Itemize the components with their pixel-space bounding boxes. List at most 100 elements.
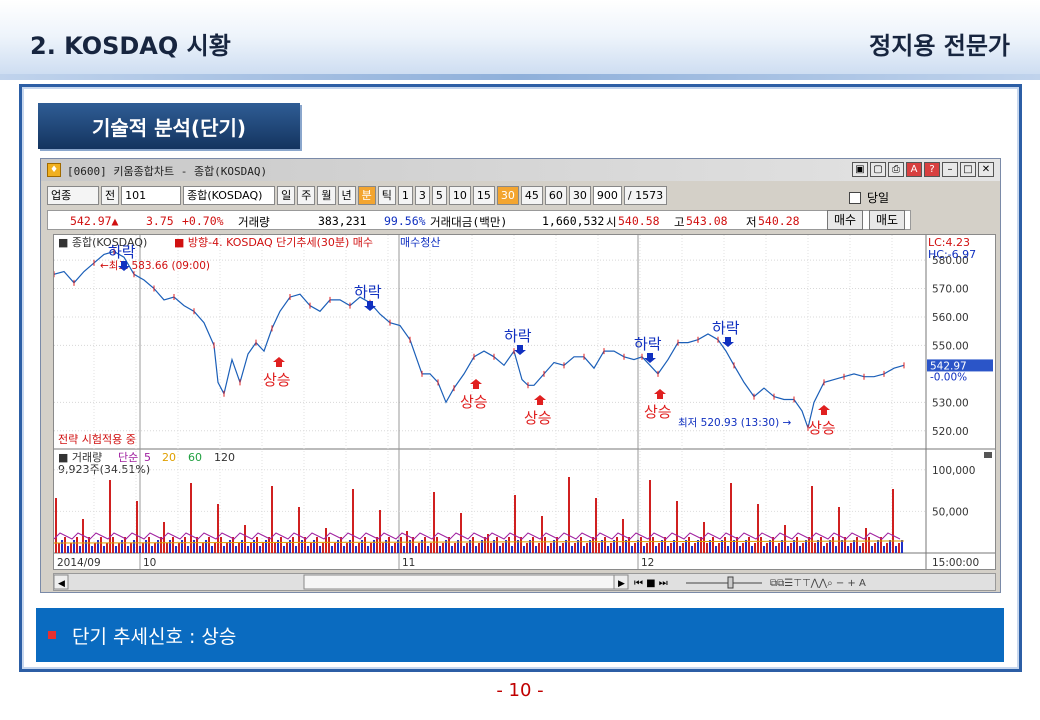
time-label: 15:00:00 xyxy=(932,557,979,569)
volume-bar xyxy=(595,498,597,553)
volume-bar xyxy=(97,540,99,553)
volume-bar xyxy=(229,540,231,553)
volume-bar xyxy=(124,537,126,553)
volume-bar xyxy=(211,546,213,553)
volume-bar xyxy=(850,543,852,553)
down-arrow-icon xyxy=(514,345,526,355)
alert-icon[interactable]: A xyxy=(906,162,922,177)
close-icon[interactable]: ✕ xyxy=(978,162,994,177)
toolbar-item[interactable]: 101 xyxy=(121,185,182,205)
volume-bar xyxy=(103,546,105,553)
help-icon[interactable]: ? xyxy=(924,162,940,177)
tools-icons[interactable]: ⧉⧉☰⊤⊤⋀⋀⌕ − + A xyxy=(770,578,866,589)
x-axis-label: 12 xyxy=(641,557,654,569)
volume-bar xyxy=(94,543,96,553)
toolbar-item[interactable]: 월 xyxy=(317,185,336,205)
toolbar-item[interactable]: 전 xyxy=(101,185,120,205)
volume-bar xyxy=(826,543,828,553)
annotation-down-label: 하락 xyxy=(634,335,662,353)
layout-icon[interactable]: ▣ xyxy=(852,162,868,177)
screen-icon[interactable]: ▢ xyxy=(870,162,886,177)
toolbar-item[interactable]: 60 xyxy=(544,185,567,205)
playback-controls-icon[interactable]: ⏮ ■ ⏭ xyxy=(634,578,668,589)
toolbar-item[interactable]: 3 xyxy=(414,185,430,205)
volume-bar xyxy=(835,546,837,553)
volume-bar xyxy=(751,546,753,553)
toolbar-item[interactable]: 주 xyxy=(297,185,316,205)
scroll-right-icon[interactable] xyxy=(613,574,629,590)
volume-bar xyxy=(364,537,366,553)
volume-bar xyxy=(307,546,309,553)
volume-bar xyxy=(877,540,879,553)
last-pct-label: -0.00% xyxy=(930,371,967,383)
volume-bar xyxy=(550,543,552,553)
toolbar-item[interactable]: 15 xyxy=(472,185,495,205)
volume-bar xyxy=(199,546,201,553)
scroll-thumb[interactable] xyxy=(303,574,615,590)
volume-bar xyxy=(373,540,375,553)
zoom-slider-handle[interactable] xyxy=(727,576,734,589)
sell-button[interactable]: 매도 xyxy=(869,210,906,230)
volume-bar xyxy=(184,537,186,553)
toolbar-item[interactable]: 분 xyxy=(357,185,376,205)
annotation-up-label: 상승 xyxy=(263,371,291,389)
toolbar-item[interactable]: 1 xyxy=(397,185,413,205)
minimize-icon[interactable]: – xyxy=(942,162,958,177)
volume-bar xyxy=(409,540,411,553)
volume-bar xyxy=(289,540,291,553)
volume-bar xyxy=(667,546,669,553)
up-arrow-icon xyxy=(534,395,546,405)
maximize-icon[interactable]: □ xyxy=(960,162,976,177)
signal-text: 단기 추세신호 : 상승 xyxy=(72,625,237,648)
toolbar-item[interactable]: 일 xyxy=(277,185,296,205)
toolbar-item[interactable]: 45 xyxy=(520,185,543,205)
volume-bar xyxy=(268,537,270,553)
volume-bar xyxy=(688,537,690,553)
print-icon[interactable]: ⎙ xyxy=(888,162,904,177)
up-arrow-icon xyxy=(470,379,482,389)
section-title: 기술적 분석(단기) xyxy=(38,103,300,149)
toolbar-item[interactable]: 30 xyxy=(496,185,519,205)
toolbar-item[interactable]: 년 xyxy=(337,185,356,205)
toolbar-item[interactable]: 틱 xyxy=(377,185,396,205)
toolbar-item[interactable]: 5 xyxy=(431,185,447,205)
quote-price: 542.97▲ xyxy=(70,214,119,228)
volume-bar xyxy=(172,537,174,553)
volume-bar xyxy=(496,537,498,553)
scroll-left-icon[interactable] xyxy=(53,574,69,590)
toolbar-item[interactable]: 30 xyxy=(568,185,591,205)
toolbar-item[interactable]: 900 xyxy=(592,185,622,205)
volume-bar xyxy=(568,477,570,553)
volume-bar xyxy=(724,537,726,553)
volume-bar xyxy=(574,543,576,553)
volume-bar xyxy=(529,540,531,553)
volume-bar xyxy=(340,537,342,553)
volume-bar xyxy=(385,540,387,553)
annotation-up-label: 상승 xyxy=(808,419,836,437)
strategy-note: 전략 시험적용 중 xyxy=(58,433,136,446)
chart-scrollbar[interactable]: ◀ ▶ ⏮ ■ ⏭ ⧉⧉☰⊤⊤⋀⋀⌕ − + A xyxy=(53,573,996,591)
x-axis-label: 10 xyxy=(143,557,156,569)
volume-bar xyxy=(565,540,567,553)
volume-bar xyxy=(484,537,486,553)
volume-bar xyxy=(754,543,756,553)
toolbar-item[interactable]: 업종 xyxy=(47,185,99,205)
volume-bar xyxy=(418,543,420,553)
volume-legend-item: 5 xyxy=(144,451,151,464)
volume-tick-label: 100,000 xyxy=(932,465,975,477)
today-checkbox[interactable]: 당일 xyxy=(849,189,889,206)
volume-bar xyxy=(271,486,273,553)
volume-bar xyxy=(88,537,90,553)
bullet-icon xyxy=(48,631,56,639)
buy-button[interactable]: 매수 xyxy=(827,210,864,230)
volume-bar xyxy=(379,510,381,553)
toolbar-item[interactable]: 종합(KOSDAQ) xyxy=(183,185,276,205)
volume-bar xyxy=(319,546,321,553)
price-chart-panel[interactable]: 580.00 570.00 560.00 550.00 530.00 520.00 2014… xyxy=(53,234,996,570)
checkbox-box[interactable] xyxy=(849,191,861,204)
volume-panel-collapse-icon[interactable] xyxy=(984,452,992,458)
volume-bar xyxy=(526,543,528,553)
toolbar-item[interactable]: 10 xyxy=(448,185,471,205)
window-titlebar[interactable]: ♦ [0600] 키움종합차트 - 종합(KOSDAQ) ▣ ▢ ⎙ A ? –… xyxy=(41,159,1000,181)
toolbar-item[interactable]: / 1573 xyxy=(623,185,668,205)
